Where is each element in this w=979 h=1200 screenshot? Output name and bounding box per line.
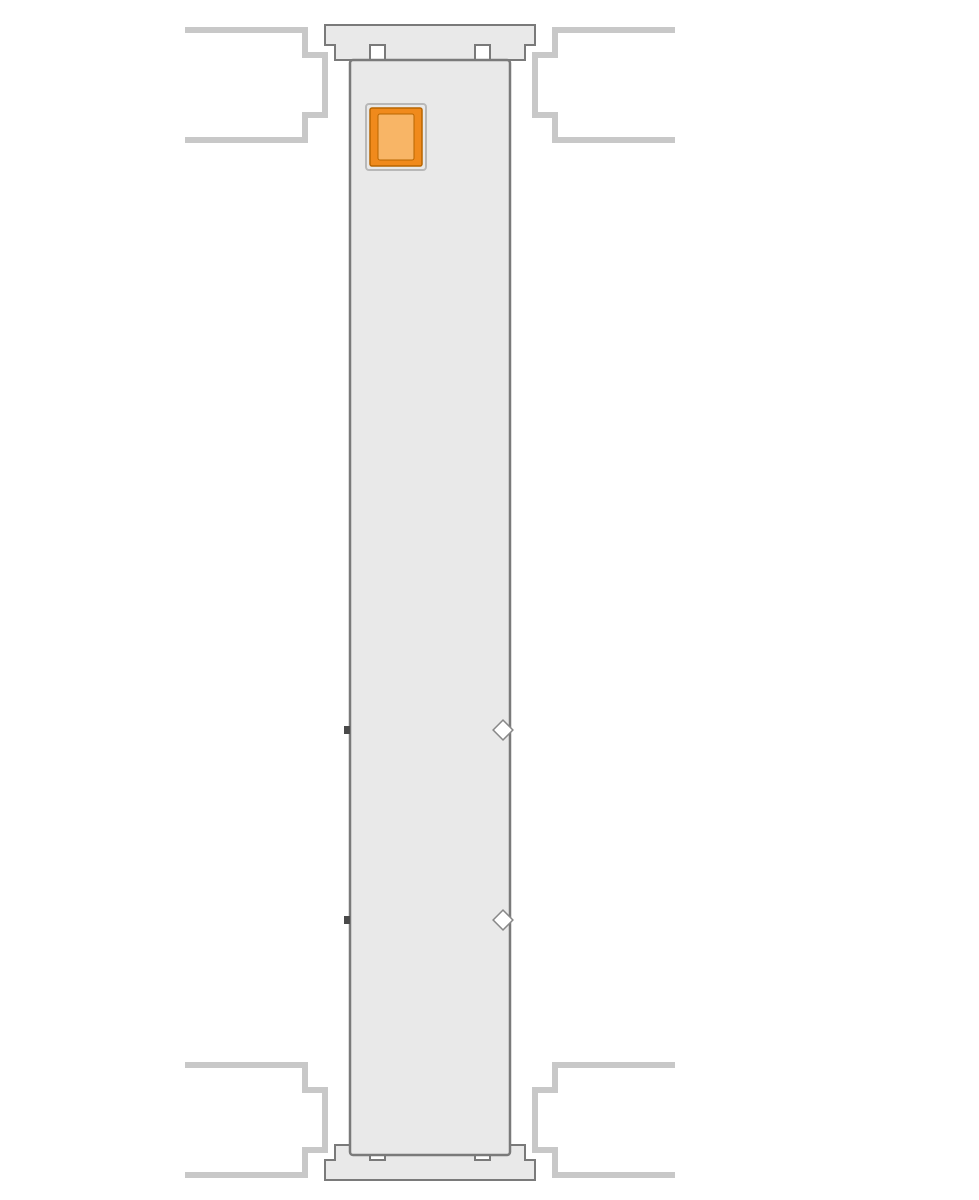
- rail-outline-right-bottom: [535, 1065, 675, 1175]
- body-notch: [344, 916, 350, 924]
- module-body: [350, 60, 510, 1155]
- rail-outline-left-bottom: [185, 1065, 325, 1175]
- rail-outline-left-top: [185, 30, 325, 140]
- body-notch: [344, 726, 350, 734]
- top-button-inner: [378, 114, 414, 160]
- rail-outline-right-top: [535, 30, 675, 140]
